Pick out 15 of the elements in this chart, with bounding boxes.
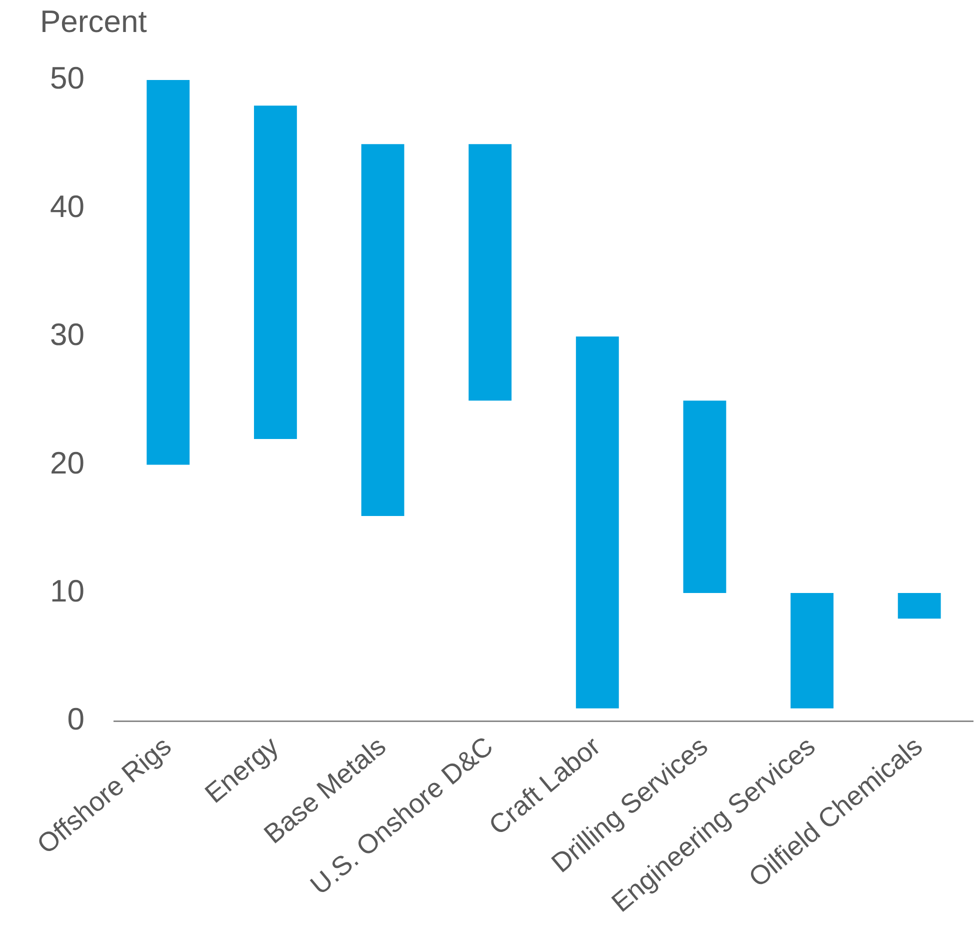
y-tick-label: 20	[50, 445, 84, 480]
bar	[254, 106, 297, 440]
bar	[683, 400, 726, 593]
y-tick-label: 10	[50, 573, 84, 608]
y-tick-label: 30	[50, 317, 84, 352]
y-tick-label: 50	[50, 60, 84, 96]
bar	[576, 336, 619, 708]
y-tick-label: 40	[50, 188, 84, 224]
bar	[790, 592, 834, 708]
y-tick-label: 0	[67, 702, 84, 737]
bar	[468, 144, 512, 401]
bar	[361, 144, 404, 516]
bar	[146, 80, 190, 465]
bar	[898, 592, 941, 619]
y-axis-title: Percent	[40, 4, 147, 40]
